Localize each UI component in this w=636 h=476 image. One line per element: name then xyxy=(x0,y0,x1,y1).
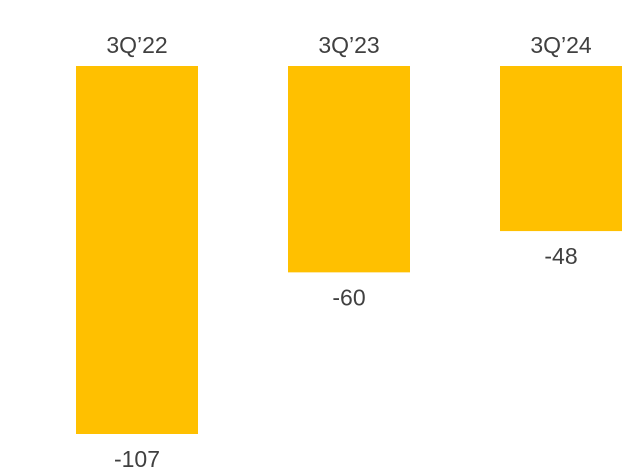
bars-group xyxy=(76,66,622,434)
bar-2 xyxy=(500,66,622,232)
category-label-0: 3Q’22 xyxy=(106,32,167,58)
value-label-2: -48 xyxy=(544,243,577,269)
bar-1 xyxy=(288,66,410,273)
category-label-1: 3Q’23 xyxy=(318,32,379,58)
value-label-1: -60 xyxy=(332,284,365,310)
bar-0 xyxy=(76,66,198,434)
category-label-2: 3Q’24 xyxy=(530,32,592,58)
labels-group: 3Q’22 -107 3Q’23 -60 3Q’24 -48 xyxy=(106,32,592,472)
value-label-0: -107 xyxy=(114,446,160,472)
